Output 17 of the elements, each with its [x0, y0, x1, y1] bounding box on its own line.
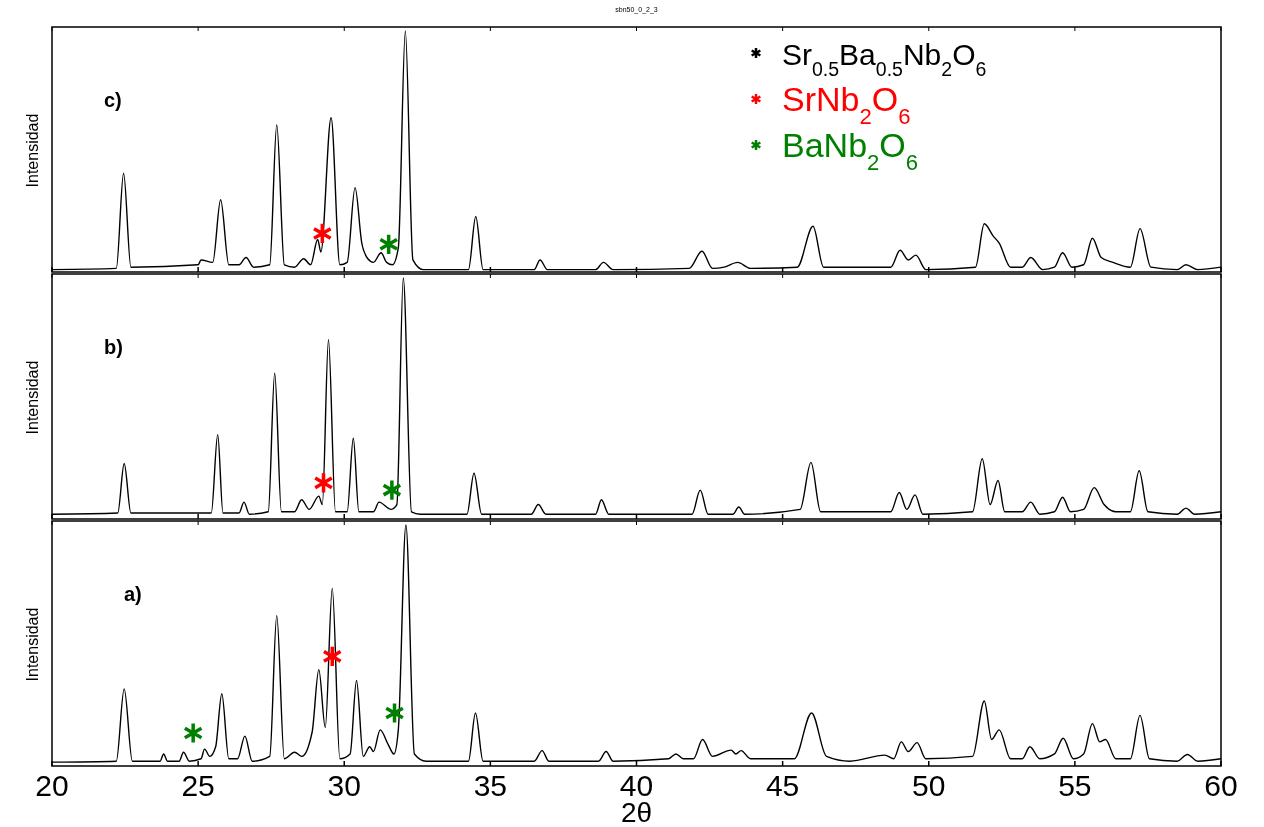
- y-axis-title: Intensidad: [24, 360, 41, 435]
- y-axis-title: Intensidad: [24, 607, 41, 682]
- x-tick-label: 45: [765, 769, 800, 802]
- x-tick-label: 25: [181, 769, 215, 802]
- annotation: a): [124, 583, 142, 605]
- x-tick-label: 20: [35, 769, 69, 802]
- x-tick-label: 60: [1204, 769, 1238, 802]
- legend-label: Sr$_{0.5}$Ba$_{0.5}$Nb$_{2}$O$_{6}$: [782, 38, 987, 80]
- legend-label: BaNb$_{2}$O$_{6}$: [782, 126, 919, 175]
- x-tick-label: 50: [912, 769, 946, 802]
- y-axis-title: Intensidad: [24, 113, 41, 188]
- x-tick-label: 55: [1058, 769, 1092, 802]
- annotation: b): [104, 336, 123, 358]
- legend-label: SrNb$_{2}$O$_{6}$: [782, 80, 911, 129]
- x-tick-label: 30: [327, 769, 361, 802]
- annotation: c): [104, 89, 122, 111]
- x-tick-label: 35: [473, 769, 508, 802]
